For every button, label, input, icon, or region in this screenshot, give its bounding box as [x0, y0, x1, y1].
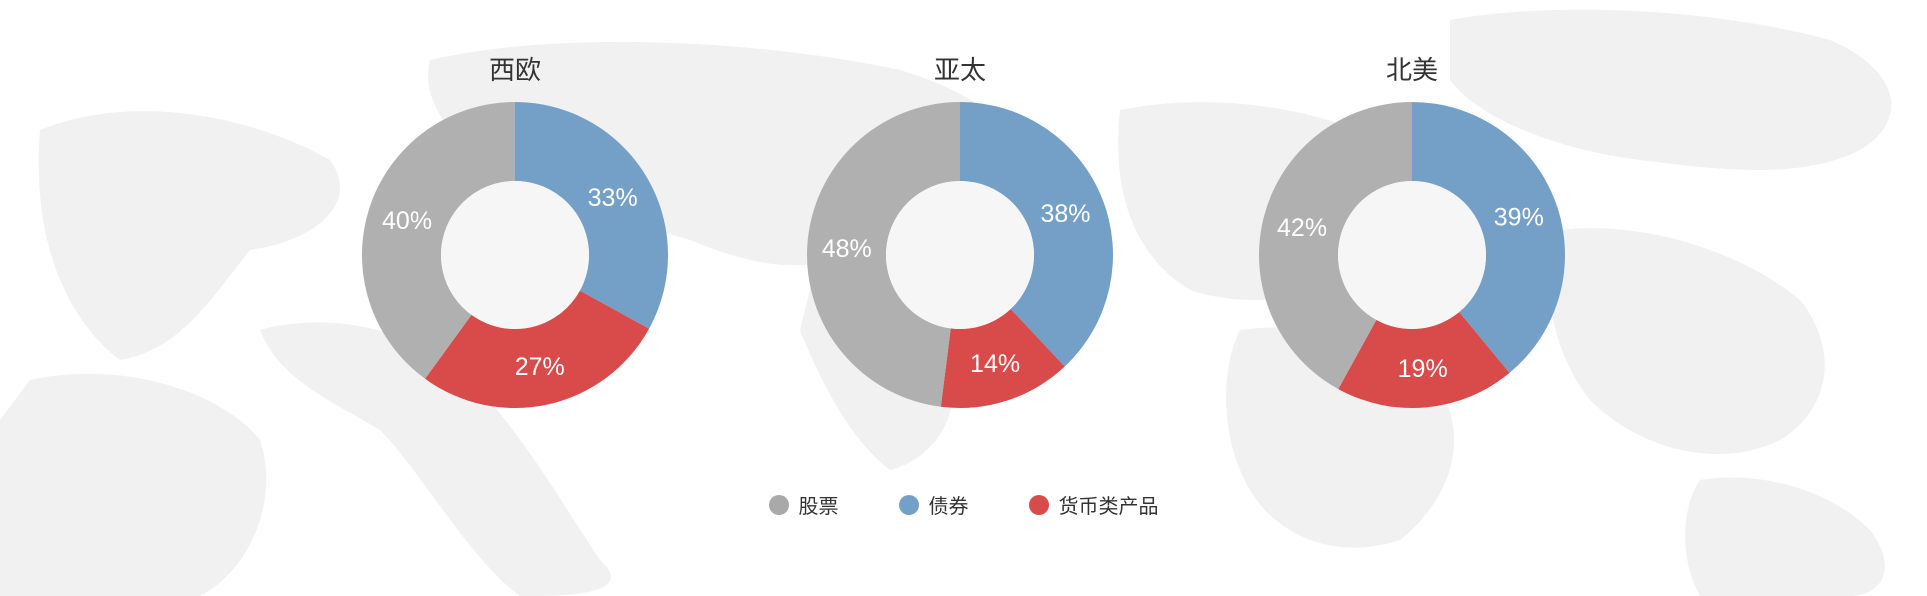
donut-0-slice-money-products — [425, 290, 650, 409]
donut-1-slice-money-products — [940, 308, 1065, 408]
donut-1-label-stocks: 48% — [822, 235, 872, 263]
chart-title-west-europe: 西欧 — [488, 56, 541, 86]
donut-1-label-bonds: 38% — [1041, 200, 1091, 228]
donut-0-label-money-products: 27% — [515, 353, 565, 381]
donut-1-hole — [886, 181, 1034, 329]
legend-label-money-products: 货币类产品 — [1058, 494, 1159, 518]
legend-swatch-bonds — [898, 494, 919, 515]
legend-item-bonds: 债券 — [898, 490, 969, 519]
donut-1-slice-bonds — [960, 102, 1113, 367]
donut-2-slice-money-products — [1338, 312, 1510, 408]
chart-title-asia-pacific: 亚太 — [933, 56, 986, 86]
chart-title-north-america: 北美 — [1385, 56, 1438, 86]
donut-1-label-money-products: 14% — [970, 350, 1020, 378]
donut-0-slice-stocks — [362, 102, 515, 379]
donut-0-label-stocks: 40% — [382, 207, 432, 235]
donut-0-hole — [441, 181, 589, 329]
donut-2-slice-stocks — [1259, 102, 1412, 390]
legend-swatch-money-products — [1028, 494, 1049, 515]
legend-label-bonds: 债券 — [928, 494, 969, 518]
donut-2-label-bonds: 39% — [1494, 204, 1544, 232]
donut-0-slice-bonds — [515, 102, 669, 329]
legend-swatch-stocks — [768, 494, 789, 515]
legend-item-money-products: 货币类产品 — [1028, 490, 1159, 519]
donut-0-label-bonds: 33% — [588, 184, 638, 212]
donut-2-slice-bonds — [1412, 102, 1565, 373]
legend-item-stocks: 股票 — [768, 490, 839, 519]
donut-2-hole — [1338, 181, 1486, 329]
donut-2-label-stocks: 42% — [1277, 214, 1327, 242]
legend-label-stocks: 股票 — [798, 494, 839, 518]
donut-2-label-money-products: 19% — [1398, 355, 1448, 383]
legend: 股票 债券 货币类产品 — [0, 490, 1927, 519]
donut-1-slice-stocks — [807, 102, 960, 407]
